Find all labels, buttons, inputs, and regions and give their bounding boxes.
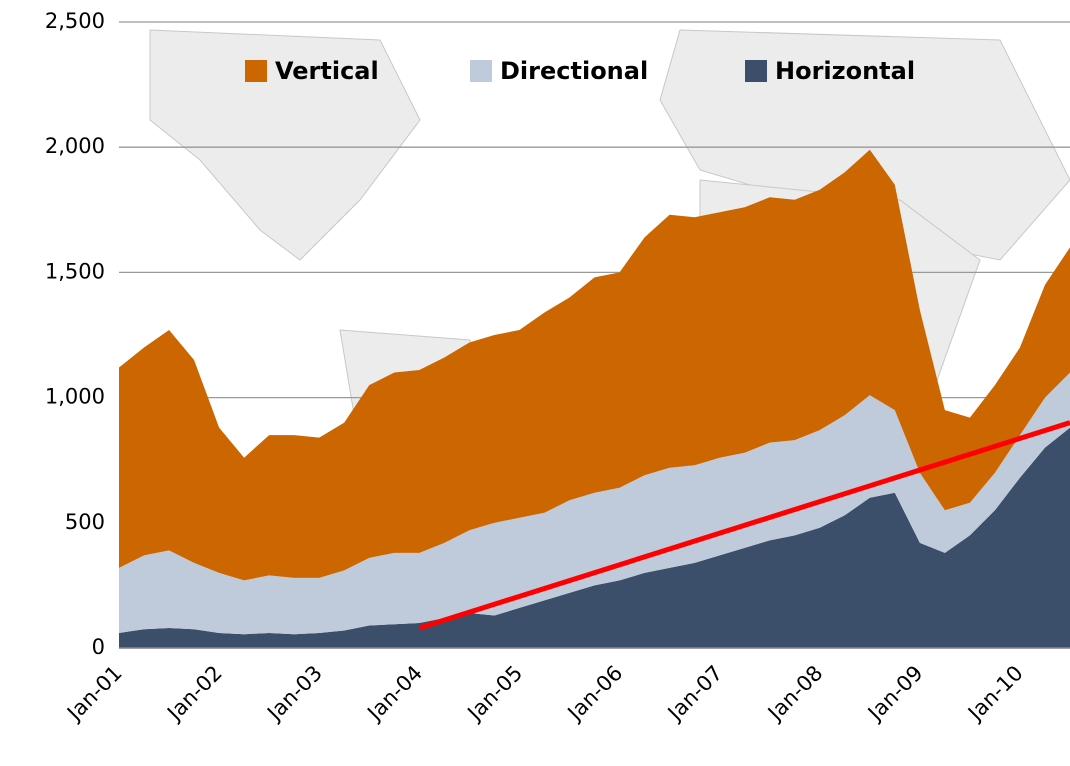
y-tick-label: 500 — [65, 510, 105, 534]
x-tick-label: Jan-08 — [762, 661, 828, 727]
y-tick-label: 1,500 — [45, 259, 105, 283]
x-tick-label: Jan-09 — [862, 661, 928, 727]
x-tick-label: Jan-04 — [362, 661, 428, 727]
legend-label: Directional — [500, 57, 648, 85]
area — [119, 427, 1070, 648]
y-tick-label: 0 — [92, 635, 105, 659]
x-tick-label: Jan-03 — [261, 661, 327, 727]
y-tick-label: 2,500 — [45, 9, 105, 33]
legend-label: Vertical — [275, 57, 379, 85]
y-tick-label: 1,000 — [45, 385, 105, 409]
x-tick-label: Jan-10 — [962, 661, 1028, 727]
y-tick-label: 2,000 — [45, 134, 105, 158]
x-tick-label: Jan-02 — [161, 661, 227, 727]
legend-swatch — [470, 60, 492, 82]
legend-swatch — [245, 60, 267, 82]
trendline — [418, 420, 1070, 631]
x-tick-label: Jan-07 — [662, 661, 728, 727]
legend-swatch — [745, 60, 767, 82]
x-tick-label: Jan-06 — [562, 661, 628, 727]
area — [119, 149, 1070, 581]
area — [119, 372, 1070, 635]
x-tick-label: Jan-01 — [61, 661, 127, 727]
x-tick-label: Jan-05 — [462, 661, 528, 727]
legend-label: Horizontal — [775, 57, 915, 85]
